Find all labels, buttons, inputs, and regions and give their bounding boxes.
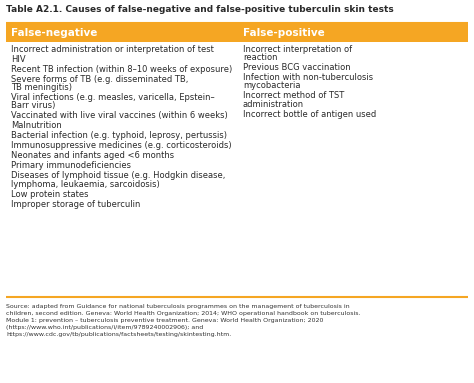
- Text: HIV: HIV: [11, 55, 26, 64]
- Text: Incorrect method of TST: Incorrect method of TST: [243, 92, 344, 100]
- Text: (https://www.who.int/publications/i/item/9789240002906); and: (https://www.who.int/publications/i/item…: [6, 325, 203, 330]
- Text: Source: adapted from Guidance for national tuberculosis programmes on the manage: Source: adapted from Guidance for nation…: [6, 304, 350, 309]
- Text: Vaccinated with live viral vaccines (within 6 weeks): Vaccinated with live viral vaccines (wit…: [11, 111, 228, 120]
- Text: False-positive: False-positive: [243, 28, 325, 38]
- Text: Primary immunodeficiencies: Primary immunodeficiencies: [11, 161, 131, 170]
- Text: Table A2.1. Causes of false-negative and false-positive tuberculin skin tests: Table A2.1. Causes of false-negative and…: [6, 5, 394, 14]
- Bar: [6, 42, 468, 297]
- Text: Incorrect interpretation of: Incorrect interpretation of: [243, 45, 352, 54]
- Text: mycobacteria: mycobacteria: [243, 82, 301, 90]
- Text: Immunosuppressive medicines (e.g. corticosteroids): Immunosuppressive medicines (e.g. cortic…: [11, 141, 232, 151]
- Text: Recent TB infection (within 8–10 weeks of exposure): Recent TB infection (within 8–10 weeks o…: [11, 65, 232, 74]
- Text: Severe forms of TB (e.g. disseminated TB,: Severe forms of TB (e.g. disseminated TB…: [11, 75, 188, 84]
- Text: reaction: reaction: [243, 53, 277, 62]
- Text: Module 1: prevention – tuberculosis preventive treatment. Geneva: World Health O: Module 1: prevention – tuberculosis prev…: [6, 318, 323, 323]
- Text: Previous BCG vaccination: Previous BCG vaccination: [243, 63, 351, 72]
- Text: lymphoma, leukaemia, sarcoidosis): lymphoma, leukaemia, sarcoidosis): [11, 180, 160, 188]
- Text: children, second edition. Geneva: World Health Organization; 2014; WHO operation: children, second edition. Geneva: World …: [6, 311, 361, 316]
- Text: Malnutrition: Malnutrition: [11, 121, 62, 130]
- Text: Bacterial infection (e.g. typhoid, leprosy, pertussis): Bacterial infection (e.g. typhoid, lepro…: [11, 131, 227, 141]
- Text: Improper storage of tuberculin: Improper storage of tuberculin: [11, 200, 140, 209]
- Text: Viral infections (e.g. measles, varicella, Epstein–: Viral infections (e.g. measles, varicell…: [11, 93, 215, 102]
- Bar: [6, 23, 468, 42]
- Text: Incorrect bottle of antigen used: Incorrect bottle of antigen used: [243, 110, 376, 119]
- Text: Incorrect administration or interpretation of test: Incorrect administration or interpretati…: [11, 45, 214, 54]
- Text: Neonates and infants aged <6 months: Neonates and infants aged <6 months: [11, 151, 174, 160]
- Text: administration: administration: [243, 100, 304, 109]
- Text: Diseases of lymphoid tissue (e.g. Hodgkin disease,: Diseases of lymphoid tissue (e.g. Hodgki…: [11, 172, 225, 180]
- Text: Barr virus): Barr virus): [11, 101, 55, 110]
- Text: Infection with non-tuberculosis: Infection with non-tuberculosis: [243, 73, 373, 82]
- Text: Low protein states: Low protein states: [11, 190, 89, 199]
- Text: TB meningitis): TB meningitis): [11, 83, 72, 92]
- Text: https://www.cdc.gov/tb/publications/factsheets/testing/skintesting.htm.: https://www.cdc.gov/tb/publications/fact…: [6, 332, 231, 337]
- Text: False-negative: False-negative: [11, 28, 97, 38]
